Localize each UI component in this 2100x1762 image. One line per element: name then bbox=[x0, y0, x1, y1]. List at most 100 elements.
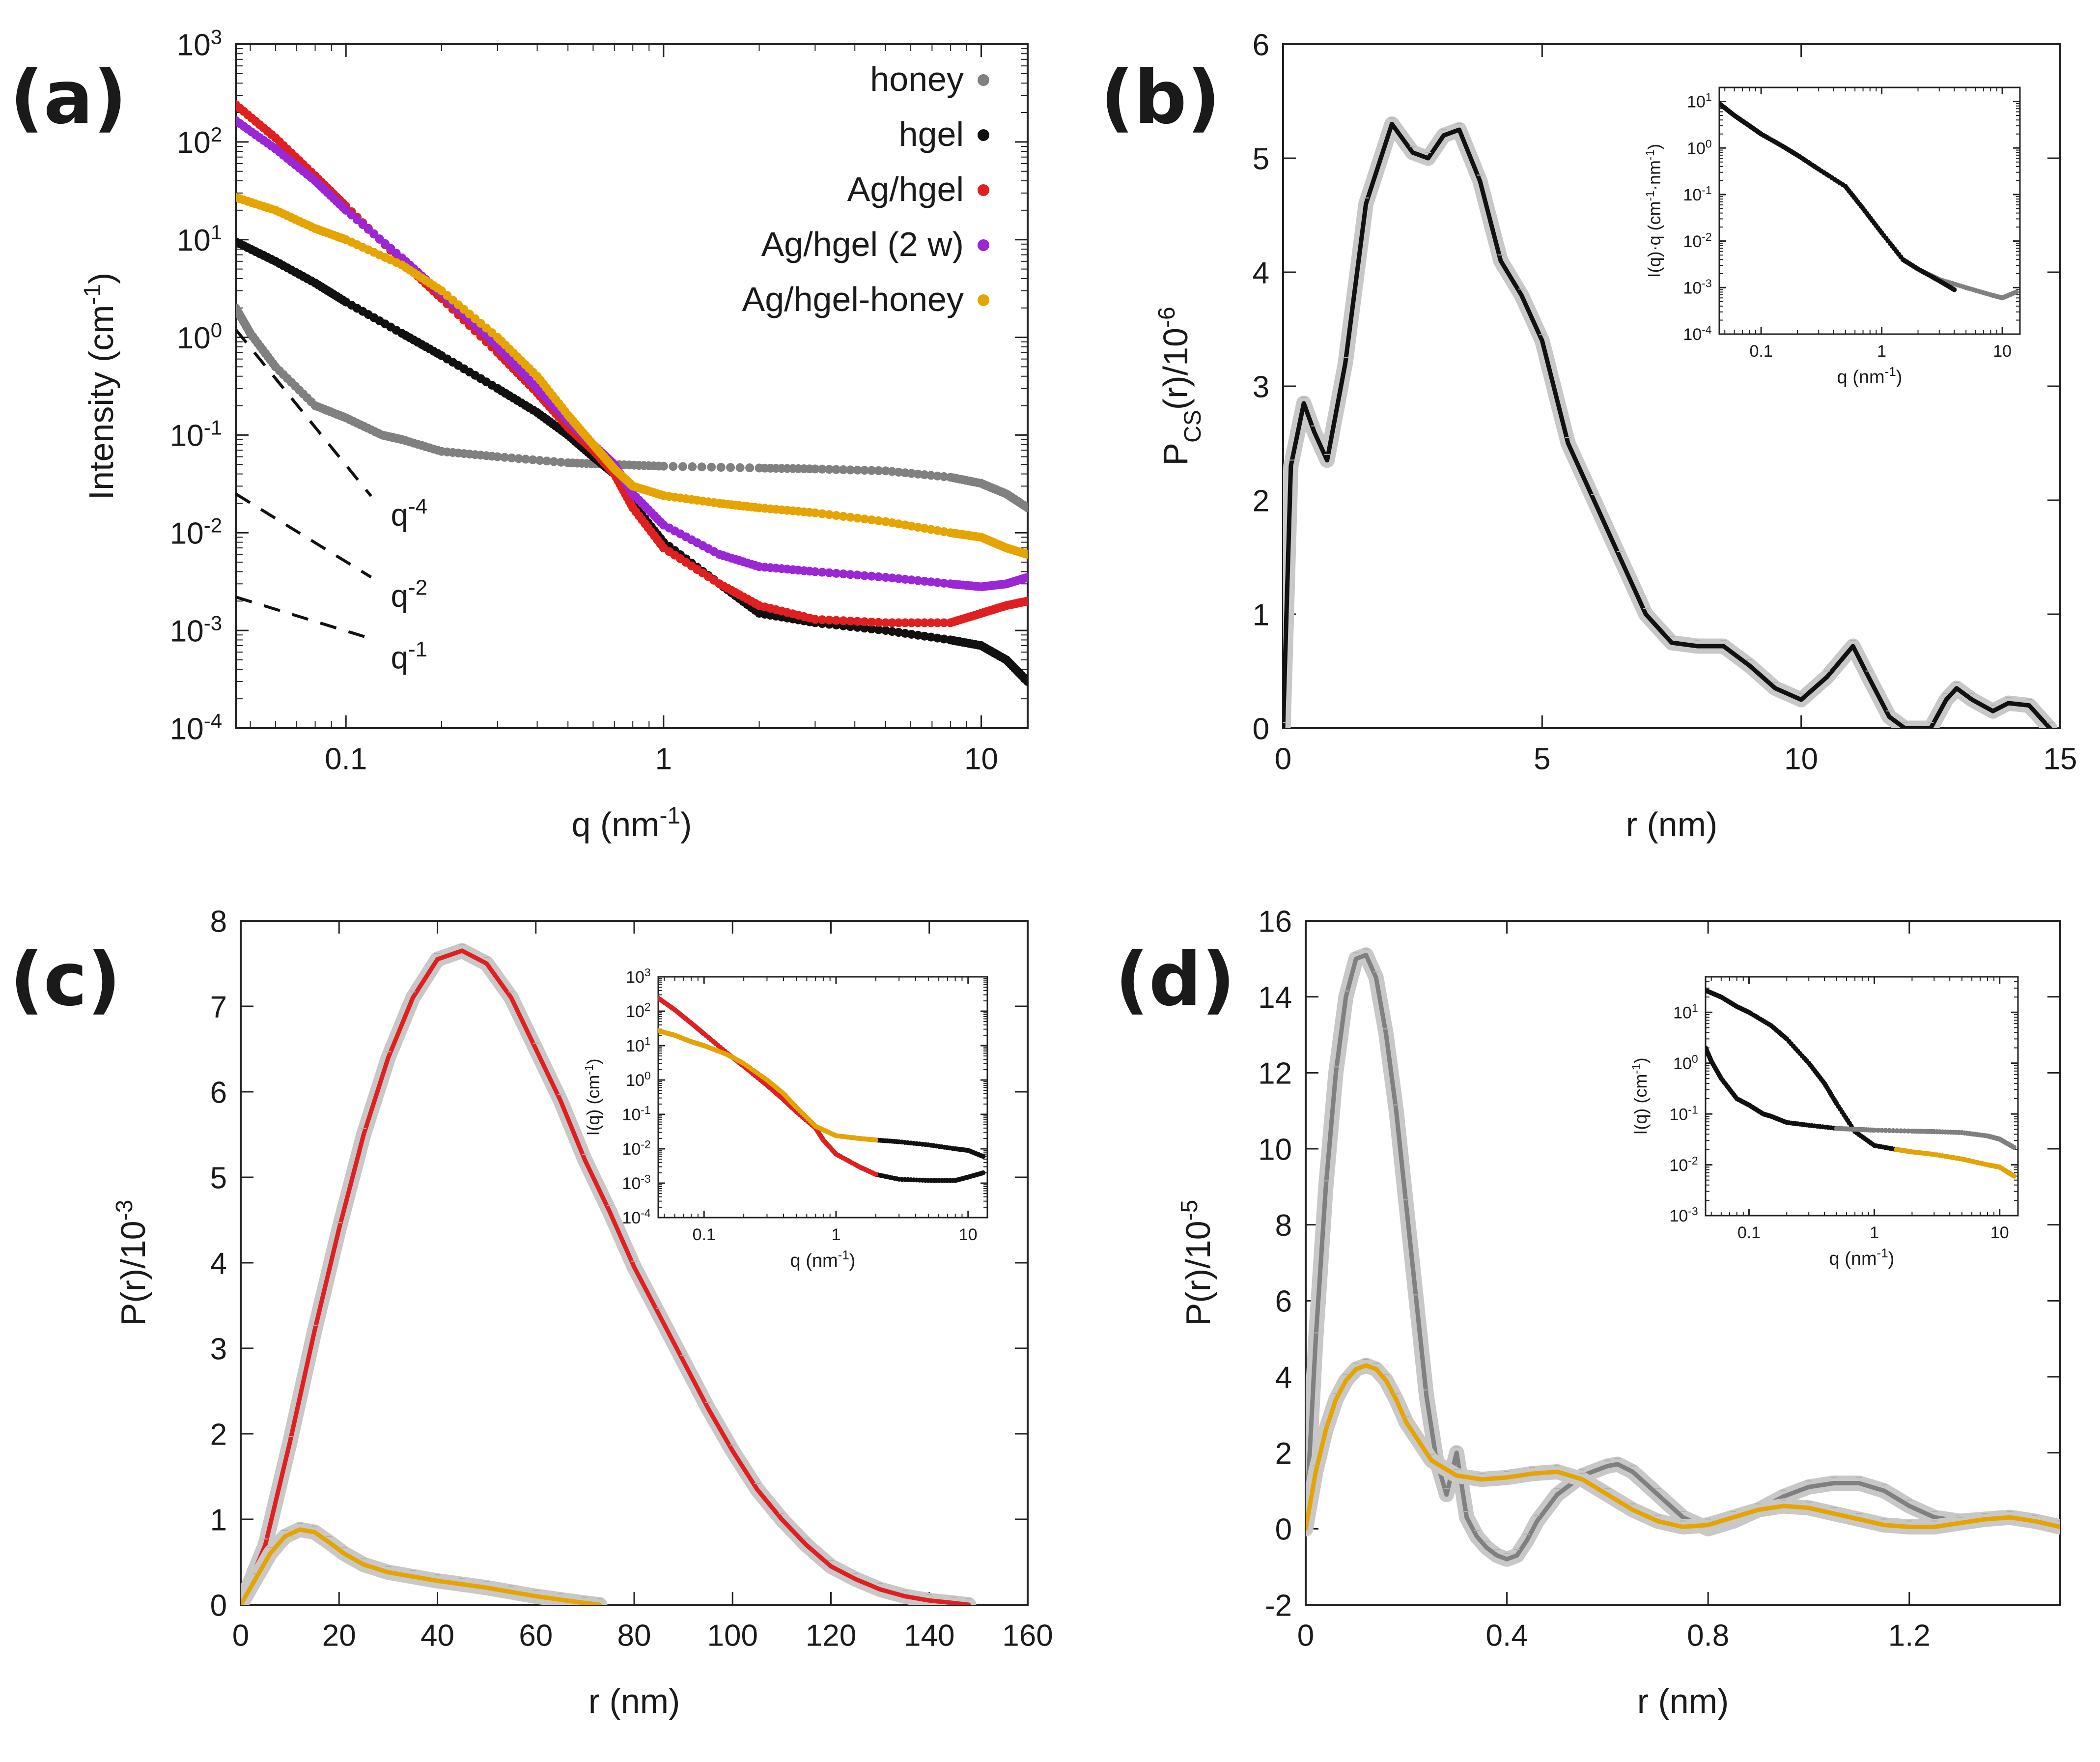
data-point bbox=[907, 575, 916, 585]
y-tick-label: 103 bbox=[177, 25, 222, 62]
data-point bbox=[528, 455, 537, 464]
data-point bbox=[1023, 573, 1028, 582]
data-point bbox=[811, 615, 820, 624]
data-point bbox=[873, 1172, 878, 1177]
y-tick-label: 12 bbox=[1258, 1057, 1292, 1091]
y-tick-label: 0 bbox=[1253, 712, 1269, 746]
data-point bbox=[707, 462, 716, 472]
x-axis-label: r (nm) bbox=[1626, 805, 1718, 844]
data-point bbox=[549, 457, 559, 466]
x-tick-label: 15 bbox=[2044, 742, 2077, 776]
y-tick-label: 101 bbox=[1673, 1002, 1698, 1023]
panel-label: (d) bbox=[1115, 937, 1235, 1023]
panel-c: 0 20 40 60 80 100 120 140 160 0 1 2 3 4 5 6 7 8 r (nm) P(r)… bbox=[10, 905, 1053, 1720]
y-tick-label: 4 bbox=[1253, 256, 1269, 290]
y-tick-label: 10-1 bbox=[1669, 1103, 1698, 1124]
y-tick-label: 6 bbox=[1253, 28, 1269, 62]
data-point bbox=[913, 469, 923, 479]
y-tick-label: 10-1 bbox=[1683, 184, 1711, 204]
data-point bbox=[939, 578, 949, 588]
legend-label: hgel bbox=[899, 115, 964, 153]
data-point bbox=[980, 1170, 986, 1175]
data-point bbox=[867, 625, 876, 633]
data-point bbox=[1023, 677, 1028, 686]
data-point bbox=[839, 616, 848, 625]
panel-a: 0.1 1 10 10-4 10-3 10-2 10-1 100 101 102 103 q (nm-… bbox=[10, 25, 1029, 844]
legend-marker bbox=[978, 184, 989, 196]
data-point bbox=[811, 567, 820, 576]
y-tick-label: 10-3 bbox=[1669, 1205, 1698, 1225]
x-tick-label: 140 bbox=[904, 1619, 954, 1653]
x-tick-label: 0 bbox=[232, 1619, 249, 1653]
data-point bbox=[817, 464, 827, 474]
y-tick-label: -2 bbox=[1265, 1589, 1292, 1622]
data-point bbox=[881, 618, 890, 627]
data-point bbox=[926, 632, 936, 642]
y-tick-label: 100 bbox=[626, 1069, 651, 1090]
y-axis-label: Intensity (cm-1) bbox=[80, 273, 121, 500]
inset-c: 0.1 1 10 10-4 10-3 10-2 10-1 100 101 102 103 q (nm-… bbox=[583, 966, 988, 1271]
x-tick-label: 0 bbox=[1275, 742, 1291, 776]
y-tick-label: 2 bbox=[1253, 484, 1269, 518]
data-point bbox=[874, 625, 883, 634]
data-point bbox=[939, 634, 949, 644]
data-point bbox=[853, 570, 862, 580]
data-point bbox=[832, 616, 841, 625]
x-tick-label: 1 bbox=[655, 742, 672, 776]
guide-label: q-1 bbox=[391, 637, 427, 675]
data-point bbox=[825, 465, 834, 474]
data-point bbox=[881, 573, 890, 582]
data-point bbox=[860, 624, 869, 633]
x-tick-label: 60 bbox=[519, 1619, 553, 1653]
y-axis-label: P(r)/10-3 bbox=[112, 1200, 153, 1326]
inset-b: 0.1 1 10 10-4 10-3 10-2 10-1 100 101 q (nm-1) I(q)… bbox=[1644, 86, 2021, 388]
data-point bbox=[900, 618, 910, 627]
x-tick-label: 0.1 bbox=[1737, 1223, 1761, 1242]
panel-label: (b) bbox=[1100, 55, 1220, 141]
x-tick-label: 0 bbox=[1297, 1619, 1314, 1653]
legend-label: Ag/hgel (2 w) bbox=[761, 225, 964, 263]
data-point bbox=[846, 465, 855, 475]
legend-marker bbox=[978, 294, 989, 306]
y-tick-label: 102 bbox=[626, 1000, 651, 1021]
y-tick-label: 1 bbox=[210, 1503, 227, 1537]
data-point bbox=[860, 466, 869, 475]
inset-y-label: I(q) (cm-1) bbox=[1630, 1057, 1651, 1135]
legend-label: Ag/hgel bbox=[847, 170, 964, 208]
x-tick-label: 10 bbox=[959, 1225, 978, 1244]
y-tick-label: 8 bbox=[210, 905, 227, 938]
data-point bbox=[535, 456, 544, 465]
x-axis-label: q (nm-1) bbox=[572, 803, 692, 844]
power-law-guide bbox=[235, 492, 372, 579]
data-point bbox=[888, 618, 897, 627]
data-point bbox=[853, 617, 862, 626]
y-tick-label: 10-3 bbox=[170, 611, 222, 649]
y-tick-label: 3 bbox=[210, 1332, 227, 1366]
data-point bbox=[2014, 289, 2019, 295]
data-point bbox=[907, 618, 916, 627]
data-point bbox=[900, 468, 910, 478]
y-tick-label: 14 bbox=[1258, 981, 1292, 1015]
data-point bbox=[867, 571, 876, 581]
x-tick-label: 40 bbox=[420, 1619, 454, 1653]
data-point bbox=[521, 455, 531, 464]
power-law-guide bbox=[234, 328, 372, 497]
inset-y-label: I(q) (cm-1) bbox=[583, 1058, 604, 1136]
data-point bbox=[900, 574, 910, 584]
legend-marker bbox=[978, 129, 989, 141]
data-point bbox=[846, 616, 855, 625]
inset-background bbox=[1719, 87, 2020, 334]
guide-label: q-4 bbox=[391, 494, 427, 533]
data-point bbox=[939, 472, 949, 481]
y-tick-label: 10-4 bbox=[1683, 323, 1711, 344]
inset-x-label: q (nm-1) bbox=[790, 1248, 856, 1271]
data-point bbox=[913, 618, 923, 627]
y-tick-label: 4 bbox=[210, 1247, 227, 1280]
data-point bbox=[913, 576, 923, 585]
x-axis-label: r (nm) bbox=[588, 1682, 680, 1720]
panel-label: (a) bbox=[10, 55, 127, 141]
x-tick-label: 160 bbox=[1002, 1619, 1053, 1653]
data-point bbox=[980, 1154, 986, 1159]
series-errorband bbox=[241, 1522, 608, 1605]
